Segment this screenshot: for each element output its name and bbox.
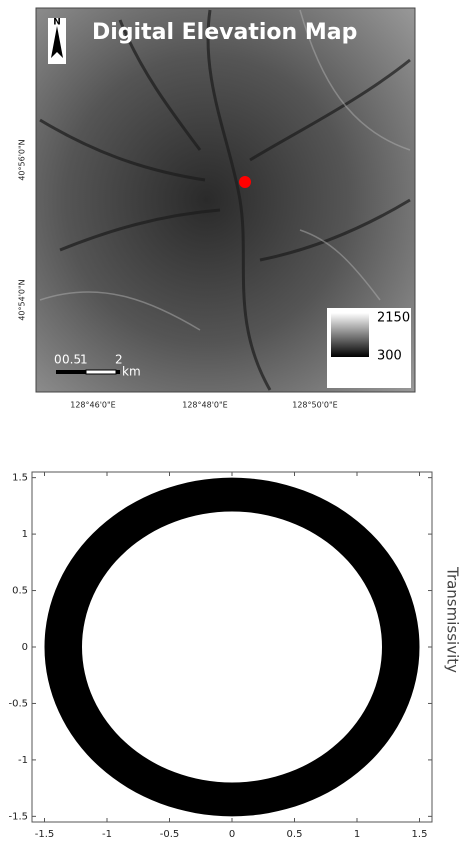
y-tick-label: 1.5	[12, 473, 28, 484]
lon-label: 128°50'0"E	[292, 401, 337, 410]
ring-plot: Transmissivity -1.5 -1 -0.5 0 0.5 1 1.5 -1.5 -1 -…	[8, 472, 461, 840]
scale-segment	[56, 370, 86, 374]
scale-segment	[86, 370, 116, 374]
lon-label: 128°46'0"E	[70, 401, 115, 410]
x-tick-label: 1	[354, 829, 360, 840]
lat-label: 40°56'0"N	[18, 139, 27, 180]
scale-label: 0.5	[62, 353, 81, 367]
legend-ramp	[331, 313, 369, 357]
x-tick-label: -1.5	[35, 829, 55, 840]
figure: N Digital Elevation Map 0 0.5 1 2 km 215…	[0, 0, 463, 843]
y-tick-label: 1	[22, 529, 28, 540]
x-tick-label: -1	[102, 829, 112, 840]
scale-label: 1	[80, 353, 88, 367]
legend-min: 300	[377, 349, 402, 364]
y-axis-label: Transmissivity	[444, 566, 462, 673]
map-title: Digital Elevation Map	[92, 20, 357, 45]
x-tick-label: 0.5	[287, 829, 303, 840]
scale-segment	[116, 370, 120, 374]
y-tick-label: -0.5	[8, 698, 28, 709]
x-tick-label: 0	[229, 829, 235, 840]
north-label: N	[53, 18, 61, 28]
y-tick-label: 0	[22, 642, 28, 653]
scale-label: km	[122, 365, 141, 379]
legend-max: 2150	[377, 311, 410, 326]
y-tick-label: 0.5	[12, 586, 28, 597]
scale-label: 0	[54, 353, 62, 367]
ring	[45, 478, 420, 817]
y-tick-label: -1.5	[8, 811, 28, 822]
x-tick-label: 1.5	[412, 829, 428, 840]
site-marker	[239, 176, 251, 188]
plot-frame	[32, 472, 432, 822]
legend: 2150 300	[327, 308, 411, 388]
x-tick-label: -0.5	[160, 829, 180, 840]
lat-label: 40°54'0"N	[18, 279, 27, 320]
map: N Digital Elevation Map 0 0.5 1 2 km 215…	[18, 8, 416, 410]
y-tick-label: -1	[18, 755, 28, 766]
lon-label: 128°48'0"E	[182, 401, 227, 410]
page: {"map": {"title": "Digital Elevation Map…	[0, 0, 463, 843]
